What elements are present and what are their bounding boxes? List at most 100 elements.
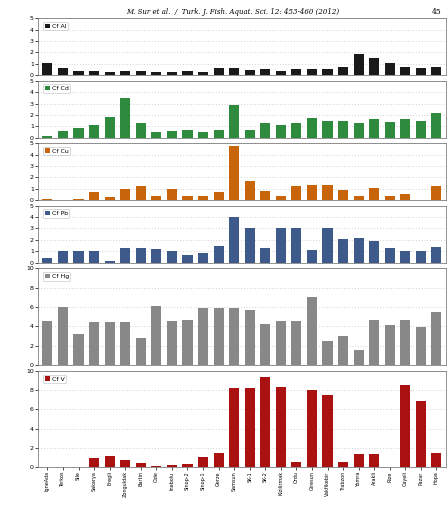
Bar: [229, 68, 239, 75]
Bar: [167, 251, 177, 263]
Bar: [198, 132, 208, 138]
Bar: [385, 196, 395, 200]
Bar: [182, 130, 193, 138]
Bar: [276, 196, 286, 200]
Bar: [323, 185, 332, 200]
Bar: [167, 322, 177, 365]
Bar: [369, 57, 379, 75]
Bar: [167, 72, 177, 75]
Bar: [198, 253, 208, 263]
Bar: [431, 247, 441, 263]
Bar: [369, 321, 379, 365]
Bar: [291, 322, 302, 365]
Bar: [245, 388, 255, 467]
Bar: [136, 464, 146, 467]
Bar: [43, 63, 52, 75]
Legend: Cf Cu: Cf Cu: [43, 147, 70, 156]
Bar: [323, 229, 332, 263]
Bar: [182, 464, 193, 467]
Bar: [58, 251, 68, 263]
Bar: [353, 196, 364, 200]
Bar: [151, 72, 161, 75]
Bar: [245, 229, 255, 263]
Bar: [151, 132, 161, 138]
Bar: [198, 308, 208, 365]
Bar: [214, 453, 224, 467]
Bar: [151, 196, 161, 200]
Bar: [353, 454, 364, 467]
Bar: [307, 69, 317, 75]
Bar: [400, 67, 410, 75]
Bar: [416, 327, 426, 365]
Bar: [245, 130, 255, 138]
Bar: [73, 199, 84, 200]
Bar: [400, 194, 410, 200]
Legend: Cf V: Cf V: [43, 375, 66, 383]
Legend: Cf Pb: Cf Pb: [43, 209, 69, 218]
Bar: [323, 69, 332, 75]
Bar: [369, 187, 379, 200]
Bar: [416, 251, 426, 263]
Bar: [120, 189, 130, 200]
Bar: [260, 377, 270, 467]
Bar: [353, 238, 364, 263]
Bar: [245, 70, 255, 75]
Bar: [431, 67, 441, 75]
Bar: [182, 321, 193, 365]
Bar: [323, 341, 332, 365]
Bar: [353, 54, 364, 75]
Bar: [214, 68, 224, 75]
Bar: [89, 457, 99, 467]
Bar: [260, 324, 270, 365]
Bar: [214, 245, 224, 263]
Bar: [431, 312, 441, 365]
Bar: [276, 229, 286, 263]
Bar: [369, 454, 379, 467]
Bar: [73, 251, 84, 263]
Bar: [229, 308, 239, 365]
Bar: [104, 262, 115, 263]
Bar: [120, 460, 130, 467]
Bar: [89, 323, 99, 365]
Bar: [431, 453, 441, 467]
Bar: [104, 116, 115, 138]
Bar: [104, 456, 115, 467]
Bar: [182, 71, 193, 75]
Bar: [353, 350, 364, 365]
Bar: [89, 251, 99, 263]
Bar: [136, 123, 146, 138]
Bar: [43, 322, 52, 365]
Bar: [89, 192, 99, 200]
Bar: [214, 192, 224, 200]
Bar: [431, 186, 441, 200]
Bar: [182, 196, 193, 200]
Bar: [385, 122, 395, 138]
Bar: [338, 462, 348, 467]
Bar: [416, 121, 426, 138]
Bar: [151, 249, 161, 263]
Bar: [245, 310, 255, 365]
Bar: [120, 323, 130, 365]
Bar: [307, 250, 317, 263]
Bar: [58, 199, 68, 200]
Bar: [369, 120, 379, 138]
Bar: [58, 131, 68, 138]
Bar: [385, 325, 395, 365]
Bar: [416, 68, 426, 75]
Bar: [307, 118, 317, 138]
Bar: [338, 121, 348, 138]
Legend: Cf Hg: Cf Hg: [43, 272, 70, 281]
Bar: [338, 191, 348, 200]
Bar: [89, 125, 99, 138]
Bar: [198, 457, 208, 467]
Bar: [400, 251, 410, 263]
Bar: [276, 322, 286, 365]
Bar: [369, 241, 379, 263]
Text: M. Sur et al.  /  Turk. J. Fish. Aquat. Sci. 12: 453-460 (2012): M. Sur et al. / Turk. J. Fish. Aquat. Sc…: [126, 8, 340, 16]
Bar: [245, 181, 255, 200]
Bar: [104, 323, 115, 365]
Bar: [58, 68, 68, 75]
Bar: [151, 306, 161, 365]
Bar: [260, 123, 270, 138]
Bar: [260, 191, 270, 200]
